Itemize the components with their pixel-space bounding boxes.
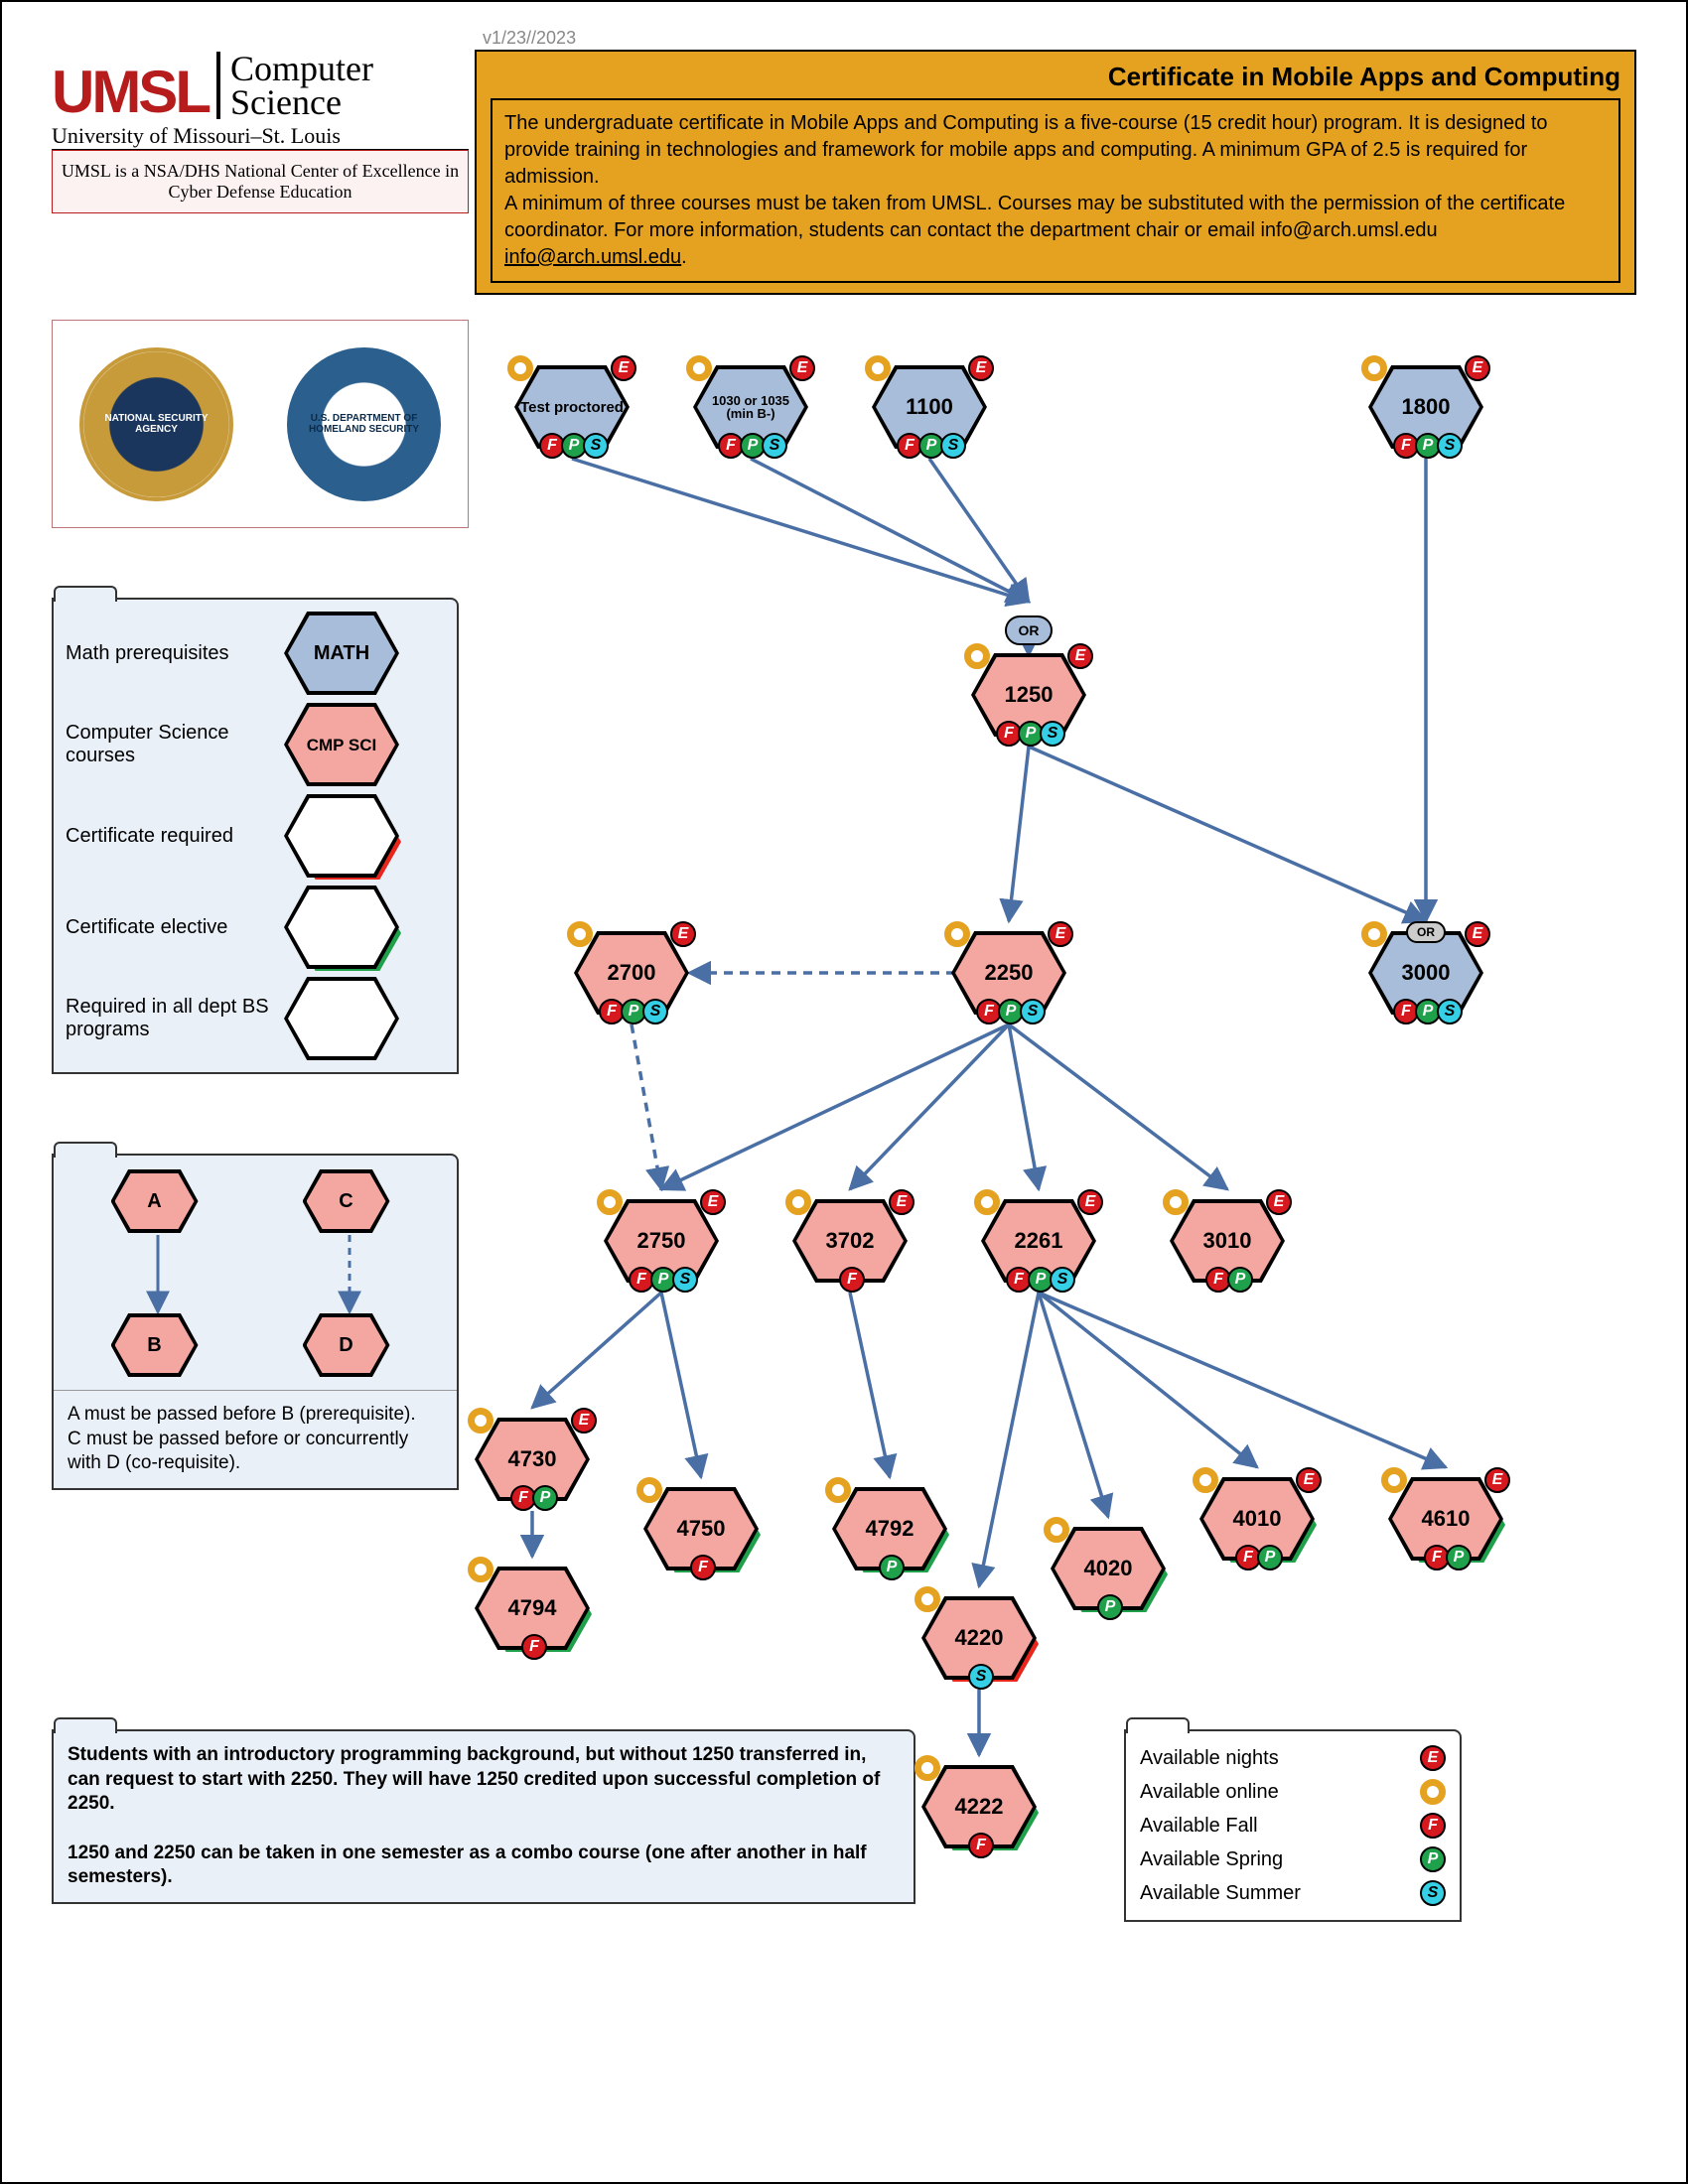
- diagram-canvas: UMSL Computer Science University of Miss…: [0, 0, 1688, 2184]
- legend-availability: Available nightsE Available online Avail…: [1124, 1729, 1462, 1922]
- nsa-seal: NATIONAL SECURITY AGENCY: [79, 347, 233, 501]
- course-2700: 2700EFPS: [578, 935, 685, 1011]
- course-4222: 4222F: [925, 1769, 1033, 1844]
- course-4610: 4610EFP: [1392, 1481, 1499, 1557]
- or-junction-1250: OR: [1005, 615, 1053, 645]
- legend-types: Math prerequisites MATH Computer Science…: [52, 598, 459, 1074]
- certificate-title: Certificate in Mobile Apps and Computing: [491, 62, 1620, 92]
- cs-wordmark: Computer Science: [216, 52, 373, 119]
- description-text: The undergraduate certificate in Mobile …: [504, 112, 1565, 241]
- nsa-tagline: UMSL is a NSA/DHS National Center of Exc…: [52, 150, 469, 213]
- legend-bs-label: Required in all dept BS programs: [66, 996, 274, 1041]
- course-4020: 4020P: [1055, 1531, 1162, 1606]
- course-4794: 4794F: [479, 1570, 586, 1646]
- description-box: The undergraduate certificate in Mobile …: [491, 98, 1620, 283]
- course-1100: 1100EFPS: [876, 369, 983, 445]
- badge-online: [1420, 1779, 1446, 1805]
- badge-fall: F: [1420, 1813, 1446, 1839]
- course-1250: 1250EFPS: [975, 657, 1082, 733]
- logo-block: UMSL Computer Science University of Miss…: [52, 52, 469, 213]
- badge-nights: E: [1420, 1745, 1446, 1771]
- legend-math-swatch: MATH: [288, 615, 395, 691]
- legend-prereq-text: A must be passed before B (prerequisite)…: [54, 1390, 457, 1488]
- course-3000: 3000OREFPS: [1372, 935, 1479, 1011]
- legend-bs-swatch: [288, 981, 395, 1056]
- course-test: Test proctoredEFPS: [518, 369, 626, 445]
- legend-elec-label: Certificate elective: [66, 916, 274, 939]
- course-4730: 4730EFP: [479, 1422, 586, 1497]
- course-2250: 2250EFPS: [955, 935, 1062, 1011]
- course-1800: 1800EFPS: [1372, 369, 1479, 445]
- course-4792: 4792P: [836, 1491, 943, 1567]
- badge-summer: S: [1420, 1880, 1446, 1906]
- legend-prereq: A B C D A must be passed before B (prere…: [52, 1154, 459, 1490]
- legend-cs-swatch: CMP SCI: [288, 707, 395, 782]
- course-2750: 2750EFPS: [608, 1203, 715, 1279]
- legend-node-b: B: [115, 1317, 195, 1373]
- title-banner: v1/23//2023 Certificate in Mobile Apps a…: [475, 50, 1636, 295]
- legend-req-label: Certificate required: [66, 825, 274, 848]
- legend-elec-swatch: [288, 889, 395, 965]
- course-4220: 4220S: [925, 1600, 1033, 1676]
- version-label: v1/23//2023: [483, 28, 576, 49]
- badge-spring: P: [1420, 1846, 1446, 1872]
- dhs-seal: U.S. DEPARTMENT OF HOMELAND SECURITY: [287, 347, 441, 501]
- legend-math-label: Math prerequisites: [66, 642, 274, 665]
- course-2261: 2261EFPS: [985, 1203, 1092, 1279]
- course-3010: 3010EFP: [1174, 1203, 1281, 1279]
- email-link[interactable]: info@arch.umsl.edu: [504, 246, 681, 268]
- legend-req-swatch: [288, 798, 395, 874]
- legend-node-d: D: [307, 1317, 386, 1373]
- legend-cs-label: Computer Science courses: [66, 722, 274, 767]
- course-4010: 4010EFP: [1203, 1481, 1311, 1557]
- course-1030: 1030 or 1035 (min B-)EFPS: [697, 369, 804, 445]
- umsl-wordmark: UMSL: [52, 66, 209, 119]
- seals-box: NATIONAL SECURITY AGENCY U.S. DEPARTMENT…: [52, 320, 469, 528]
- note-students: Students with an introductory programmin…: [52, 1729, 915, 1904]
- course-4750: 4750F: [647, 1491, 755, 1567]
- course-3702: 3702EF: [796, 1203, 904, 1279]
- university-line: University of Missouri–St. Louis: [52, 123, 469, 150]
